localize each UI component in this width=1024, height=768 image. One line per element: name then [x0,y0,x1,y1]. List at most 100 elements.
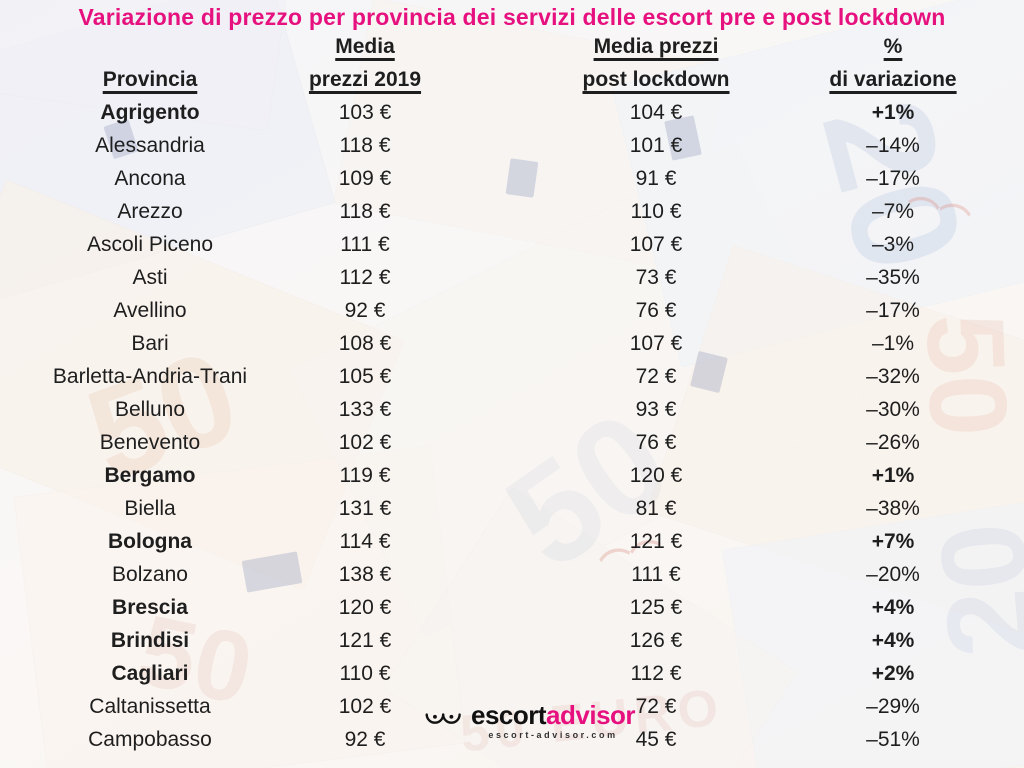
variation-percent-cell: +4% [871,628,915,652]
table-row: Ancona 109 € 91 € –17% [0,162,1024,195]
variation-percent-cell: –17% [866,166,920,190]
province-cell: Bergamo [104,463,196,487]
province-cell: Agrigento [100,100,200,124]
page-title: Variazione di prezzo per provincia dei s… [78,4,946,30]
table-body: Agrigento 103 € 104 € +1% Alessandria 11… [0,96,1024,756]
table-row: Agrigento 103 € 104 € +1% [0,96,1024,129]
escortadvisor-watermark: escortadvisor escort-advisor.com [424,700,636,741]
header-variazione-line1: % [883,34,903,58]
price-2019-cell: 121 € [338,628,392,652]
variation-percent-cell: +1% [871,100,915,124]
table-row: Bolzano 138 € 111 € –20% [0,558,1024,591]
price-post-lockdown-cell: 73 € [635,265,677,289]
table-row: Benevento 102 € 76 € –26% [0,426,1024,459]
province-cell: Caltanissetta [89,694,211,718]
province-cell: Avellino [113,298,187,322]
variation-percent-cell: –3% [871,232,915,256]
price-2019-cell: 110 € [339,661,391,685]
price-post-lockdown-cell: 72 € [635,694,677,718]
table-row: Ascoli Piceno 111 € 107 € –3% [0,228,1024,261]
variation-percent-cell: –20% [866,562,920,586]
variation-percent-cell: –17% [866,298,920,322]
price-2019-cell: 103 € [338,100,392,124]
variation-percent-cell: –29% [866,694,920,718]
variation-percent-cell: –38% [866,496,920,520]
price-post-lockdown-cell: 76 € [635,430,677,454]
price-post-lockdown-cell: 126 € [629,628,683,652]
price-2019-cell: 131 € [338,496,392,520]
price-2019-cell: 118 € [339,133,391,157]
price-variation-table: Media Media prezzi % Provincia prezzi 20… [0,30,1024,756]
province-cell: Arezzo [117,199,183,223]
variation-percent-cell: –32% [866,364,920,388]
variation-percent-cell: –7% [871,199,915,223]
table-row: Brescia 120 € 125 € +4% [0,591,1024,624]
table-row: Brindisi 121 € 126 € +4% [0,624,1024,657]
table-row: Campobasso 92 € 45 € –51% [0,723,1024,756]
header-spacer [0,30,257,63]
table-row: Bologna 114 € 121 € +7% [0,525,1024,558]
price-post-lockdown-cell: 76 € [635,298,677,322]
province-cell: Bolzano [112,562,188,586]
variation-percent-cell: –35% [866,265,920,289]
price-2019-cell: 111 € [340,232,390,256]
table-row: Caltanissetta 102 € 72 € –29% [0,690,1024,723]
price-post-lockdown-cell: 112 € [630,661,682,685]
price-2019-cell: 105 € [338,364,392,388]
price-post-lockdown-cell: 104 € [629,100,683,124]
price-2019-cell: 138 € [338,562,392,586]
price-post-lockdown-cell: 93 € [635,397,677,421]
brand-wordmark: escortadvisor [471,700,636,730]
variation-percent-cell: +7% [871,529,915,553]
escortadvisor-logo-icon [424,708,466,737]
table-row: Asti 112 € 73 € –35% [0,261,1024,294]
province-cell: Biella [124,496,176,520]
table-row: Biella 131 € 81 € –38% [0,492,1024,525]
variation-percent-cell: –30% [866,397,920,421]
price-2019-cell: 92 € [344,298,386,322]
price-2019-cell: 102 € [338,430,392,454]
table-row: Arezzo 118 € 110 € –7% [0,195,1024,228]
province-cell: Cagliari [111,661,189,685]
price-post-lockdown-cell: 111 € [631,562,681,586]
header-media-2019-line1: Media [335,34,395,58]
table-header: Media Media prezzi % Provincia prezzi 20… [0,30,1024,96]
brand-domain: escort-advisor.com [488,730,618,741]
price-2019-cell: 108 € [338,331,392,355]
price-post-lockdown-cell: 91 € [635,166,677,190]
header-post-lockdown-line1: Media prezzi [593,34,719,58]
table-row: Bari 108 € 107 € –1% [0,327,1024,360]
variation-percent-cell: +1% [871,463,915,487]
table-row: Avellino 92 € 76 € –17% [0,294,1024,327]
variation-percent-cell: –1% [871,331,915,355]
table-row: Belluno 133 € 93 € –30% [0,393,1024,426]
price-post-lockdown-cell: 121 € [629,529,683,553]
price-post-lockdown-cell: 72 € [635,364,677,388]
table-row: Barletta-Andria-Trani 105 € 72 € –32% [0,360,1024,393]
price-post-lockdown-cell: 45 € [635,727,677,751]
province-cell: Asti [132,265,168,289]
price-post-lockdown-cell: 107 € [629,232,683,256]
price-post-lockdown-cell: 110 € [630,199,682,223]
header-post-lockdown-line2: post lockdown [582,67,730,91]
table-row: Bergamo 119 € 120 € +1% [0,459,1024,492]
price-2019-cell: 114 € [339,529,391,553]
price-post-lockdown-cell: 101 € [629,133,683,157]
price-post-lockdown-cell: 81 € [635,496,677,520]
header-variazione-line2: di variazione [829,67,957,91]
price-2019-cell: 92 € [344,727,386,751]
price-2019-cell: 120 € [338,595,392,619]
variation-percent-cell: –26% [866,430,920,454]
price-2019-cell: 118 € [339,199,391,223]
header-media-2019-line2: prezzi 2019 [308,67,422,91]
variation-percent-cell: –51% [866,727,920,751]
table-row: Alessandria 118 € 101 € –14% [0,129,1024,162]
price-2019-cell: 133 € [338,397,392,421]
province-cell: Bari [131,331,169,355]
variation-percent-cell: +4% [871,595,915,619]
variation-percent-cell: –14% [866,133,920,157]
price-2019-cell: 102 € [338,694,392,718]
province-cell: Belluno [114,397,186,421]
price-post-lockdown-cell: 120 € [629,463,683,487]
